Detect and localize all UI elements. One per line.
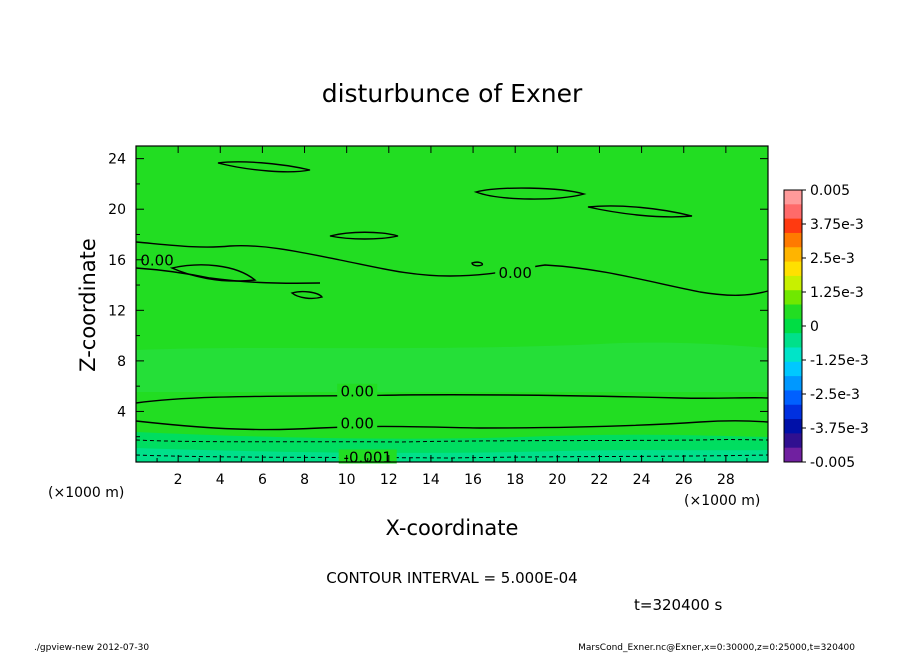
x-tick-label: 22: [591, 472, 609, 488]
contour-line-mid-b: [135, 420, 769, 431]
contour-label-bg: [495, 264, 536, 279]
contour-line-closed-1: [169, 264, 257, 282]
contour-line-neg-a: [135, 439, 769, 443]
y-tick-label: 8: [117, 354, 126, 370]
contour-label: 0.00: [340, 383, 373, 401]
contour-label: -0.001: [344, 448, 392, 466]
contour-label: 0.00: [498, 264, 531, 282]
colorbar-swatch: [784, 204, 802, 220]
contour-line-closed-7: [471, 261, 484, 267]
x-tick-label: 16: [464, 472, 482, 488]
x-tick-label: 4: [216, 472, 225, 488]
contour-label-bg: [137, 252, 178, 267]
y-tick-label: 4: [117, 404, 126, 420]
colorbar-swatch: [784, 275, 802, 291]
colorbar-swatch: [784, 361, 802, 377]
colorbar-swatch: [784, 247, 802, 263]
colorbar-swatch: [784, 190, 802, 205]
colorbar: 0.005 3.75e-3 2.5e-3 1.25e-3 0 -1.25e-3 -2.5e-…: [783, 183, 869, 471]
x-axis-ticks: 2 4 6 8 10 12 14 16 18 20 22 24 26 28: [156, 146, 748, 488]
contour-label-bg: [337, 383, 378, 398]
x-tick-label: 14: [422, 472, 440, 488]
x-tick-label: 26: [675, 472, 693, 488]
contour-line-closed-4: [473, 187, 587, 200]
contour-line-mid-a: [135, 394, 769, 404]
y-tick-label: 24: [108, 152, 126, 168]
x-axis-label: X-coordinate: [386, 516, 519, 540]
contour-label-bg: [338, 449, 397, 464]
colorbar-swatch: [784, 447, 802, 463]
contour-line-upper-b: [135, 267, 321, 284]
x-tick-label: 2: [174, 472, 183, 488]
colorbar-swatch: [784, 290, 802, 306]
x-tick-label: 28: [717, 472, 735, 488]
plot-area: 0.000.000.000.00-0.001 2 4 6 8 10 12 14 16 18 20 2…: [108, 145, 769, 488]
colorbar-label: 3.75e-3: [810, 217, 864, 233]
x-tick-label: 10: [338, 472, 356, 488]
colorbar-swatch: [784, 318, 802, 334]
colorbar-swatch: [784, 433, 802, 449]
contour-lines: [135, 161, 769, 431]
footer-left-text: ./gpview-new 2012-07-30: [34, 643, 149, 653]
colorbar-swatch: [784, 390, 802, 406]
contour-lines-negative: [135, 439, 769, 459]
contour-line-closed-6: [290, 290, 324, 300]
y-axis-label: Z-coordinate: [76, 238, 100, 372]
field-band-bottom: [136, 448, 768, 462]
colorbar-label: 0: [810, 319, 819, 335]
colorbar-swatch: [784, 304, 802, 320]
y-tick-label: 12: [108, 303, 126, 319]
contour-label: 0.00: [140, 251, 173, 269]
colorbar-label: 0.005: [810, 183, 850, 199]
contour-line-closed-3: [329, 231, 399, 240]
colorbar-swatch: [784, 347, 802, 363]
y-unit-label: (×1000 m): [48, 485, 124, 501]
contour-line-neg-b: [135, 454, 769, 459]
contour-line-upper-a: [135, 241, 769, 296]
colorbar-swatch: [784, 232, 802, 248]
colorbar-swatch: [784, 404, 802, 420]
colorbar-label: -2.5e-3: [810, 387, 860, 403]
colorbar-swatch: [784, 419, 802, 434]
time-text: t=320400 s: [634, 596, 722, 614]
y-tick-label: 20: [108, 202, 126, 218]
colorbar-label: 2.5e-3: [810, 251, 855, 267]
x-tick-label: 20: [548, 472, 566, 488]
field-background: [136, 146, 768, 462]
colorbar-label: -1.25e-3: [810, 353, 869, 369]
x-tick-label: 24: [633, 472, 651, 488]
contour-line-closed-2: [217, 161, 311, 173]
x-tick-label: 8: [300, 472, 309, 488]
contour-label: 0.00: [340, 414, 373, 432]
field-band-mid: [136, 342, 768, 392]
colorbar-swatch: [784, 376, 802, 391]
contour-line-closed-5: [587, 205, 693, 218]
x-tick-label: 18: [506, 472, 524, 488]
x-tick-label: 12: [380, 472, 398, 488]
contour-label-bg: [337, 415, 378, 430]
contour-interval-text: CONTOUR INTERVAL = 5.000E-04: [326, 569, 577, 587]
colorbar-swatch: [784, 333, 802, 348]
colorbar-swatch: [784, 218, 802, 234]
y-tick-label: 16: [108, 253, 126, 269]
colorbar-label: -3.75e-3: [810, 421, 869, 437]
colorbar-label: 1.25e-3: [810, 285, 864, 301]
colorbar-swatch: [784, 261, 802, 277]
footer-right-text: MarsCond_Exner.nc@Exner,x=0:30000,z=0:25…: [578, 643, 855, 653]
y-axis-ticks: 4 8 12 16 20 24: [108, 152, 768, 438]
colorbar-label: -0.005: [810, 455, 855, 471]
contour-label-group: 0.00 0.00 0.00 0.00 -0.001: [137, 251, 536, 466]
x-unit-label: (×1000 m): [684, 493, 760, 509]
chart-title: disturbunce of Exner: [322, 79, 583, 108]
x-tick-label: 6: [258, 472, 267, 488]
